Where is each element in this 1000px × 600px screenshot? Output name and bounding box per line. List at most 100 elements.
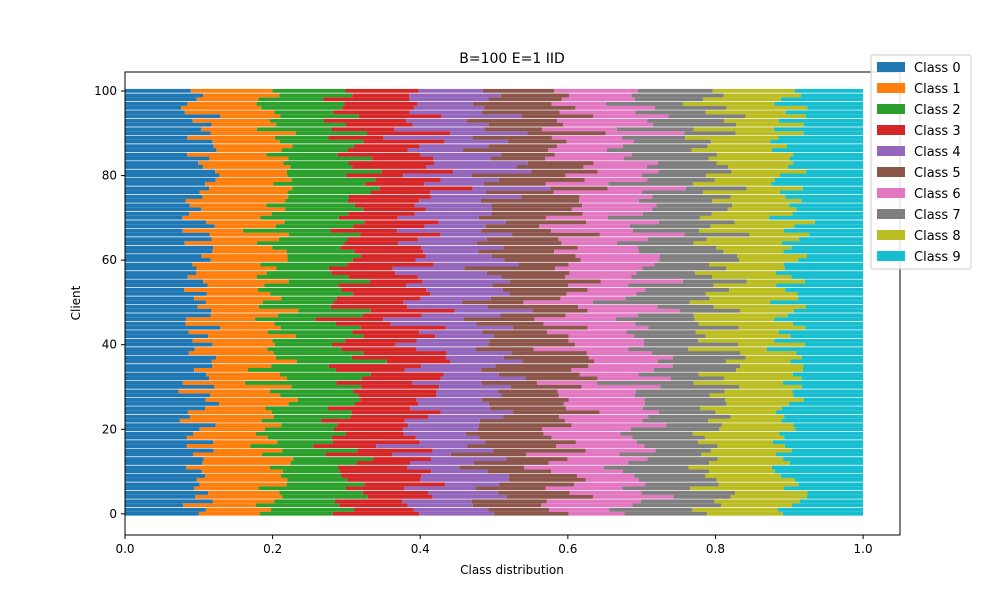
- bar-segment: [352, 93, 410, 98]
- bar-segment: [798, 296, 864, 301]
- bar-segment: [414, 203, 492, 208]
- bar-segment: [125, 325, 221, 330]
- bar-segment: [792, 372, 864, 377]
- bar-segment: [778, 118, 864, 123]
- bar-segment: [426, 287, 503, 292]
- bar-segment: [705, 334, 791, 339]
- bar-segment: [280, 325, 361, 330]
- bar-segment: [537, 380, 597, 385]
- bar-segment: [203, 165, 291, 170]
- bar-segment: [419, 439, 486, 445]
- bar-segment: [629, 224, 711, 229]
- bar-segment: [652, 207, 728, 212]
- bar-segment: [644, 401, 727, 407]
- bar-segment: [196, 477, 288, 483]
- bar-segment: [586, 351, 653, 356]
- bar-segment: [273, 414, 351, 419]
- bar-segment: [125, 160, 199, 166]
- bar-segment: [533, 346, 629, 352]
- bar-segment: [358, 393, 437, 398]
- bar-segment: [341, 346, 417, 352]
- bar-segment: [125, 215, 183, 220]
- bar-segment: [471, 499, 547, 504]
- bar-segment: [807, 105, 864, 111]
- bar-segment: [624, 511, 707, 516]
- bar-segment: [641, 499, 715, 504]
- bar-segment: [421, 245, 504, 250]
- bar-segment: [323, 97, 410, 102]
- bar-segment: [258, 287, 342, 292]
- bar-segment: [185, 198, 286, 204]
- bar-segment: [783, 486, 864, 491]
- bar-segment: [471, 173, 566, 178]
- bar-segment: [345, 88, 419, 94]
- bar-segment: [184, 241, 257, 246]
- bar-segment: [205, 473, 281, 478]
- bar-segment: [363, 139, 445, 144]
- bar-segment: [774, 338, 864, 343]
- bar-segment: [202, 194, 289, 199]
- bar-segment: [594, 359, 658, 364]
- bar-segment: [788, 401, 864, 407]
- bar-segment: [187, 135, 275, 140]
- bar-segment: [328, 135, 384, 140]
- bar-segment: [583, 165, 647, 170]
- bar-segment: [766, 346, 864, 352]
- bar-segment: [560, 296, 626, 301]
- bar-segment: [360, 397, 417, 402]
- bar-segment: [330, 228, 397, 233]
- bar-segment: [481, 397, 569, 402]
- bar-segment: [213, 143, 293, 149]
- bar-segment: [689, 300, 771, 305]
- bar-segment: [708, 418, 782, 423]
- bar-segment: [125, 359, 212, 364]
- bar-segment: [412, 380, 482, 385]
- bar-segment: [805, 325, 864, 330]
- bar-segment: [730, 194, 786, 199]
- bar-segment: [772, 439, 864, 445]
- bar-segment: [194, 367, 248, 373]
- bar-segment: [787, 143, 864, 149]
- bar-segment: [579, 372, 639, 377]
- bar-segment: [348, 274, 418, 280]
- bar-segment: [338, 283, 407, 288]
- y-tick-label: 40: [102, 338, 117, 352]
- bar-segment: [616, 317, 695, 322]
- bar-segment: [125, 97, 197, 102]
- bar-segment: [586, 219, 659, 225]
- bar-segment: [472, 135, 552, 140]
- bar-segment: [563, 401, 645, 407]
- bar-segment: [472, 101, 552, 106]
- bar-segment: [267, 329, 353, 335]
- bar-segment: [125, 490, 209, 495]
- bar-segment: [501, 152, 555, 157]
- bar-segment: [746, 186, 803, 191]
- bar-segment: [545, 486, 623, 491]
- bar-segment: [183, 287, 259, 292]
- bar-segment: [492, 253, 576, 259]
- bar-segment: [265, 427, 335, 432]
- bar-segment: [492, 283, 568, 288]
- bar-segment: [354, 203, 415, 208]
- bar-segment: [488, 304, 579, 309]
- legend-label: Class 2: [914, 103, 961, 118]
- bar-segment: [363, 207, 426, 212]
- bar-segment: [125, 367, 195, 373]
- bar-segment: [125, 448, 214, 453]
- bar-segment: [261, 418, 322, 423]
- bar-segment: [505, 219, 587, 225]
- bar-segment: [270, 118, 325, 123]
- bar-segment: [534, 317, 617, 322]
- bar-segment: [125, 283, 208, 288]
- bar-segment: [794, 88, 864, 94]
- bar-segment: [125, 93, 203, 98]
- bar-segment: [179, 418, 262, 423]
- bar-segment: [503, 414, 560, 419]
- bar-segment: [705, 291, 798, 297]
- bar-segment: [348, 160, 435, 166]
- bar-segment: [419, 511, 495, 516]
- bar-segment: [287, 477, 348, 483]
- bar-segment: [559, 414, 649, 419]
- bar-segment: [659, 258, 740, 263]
